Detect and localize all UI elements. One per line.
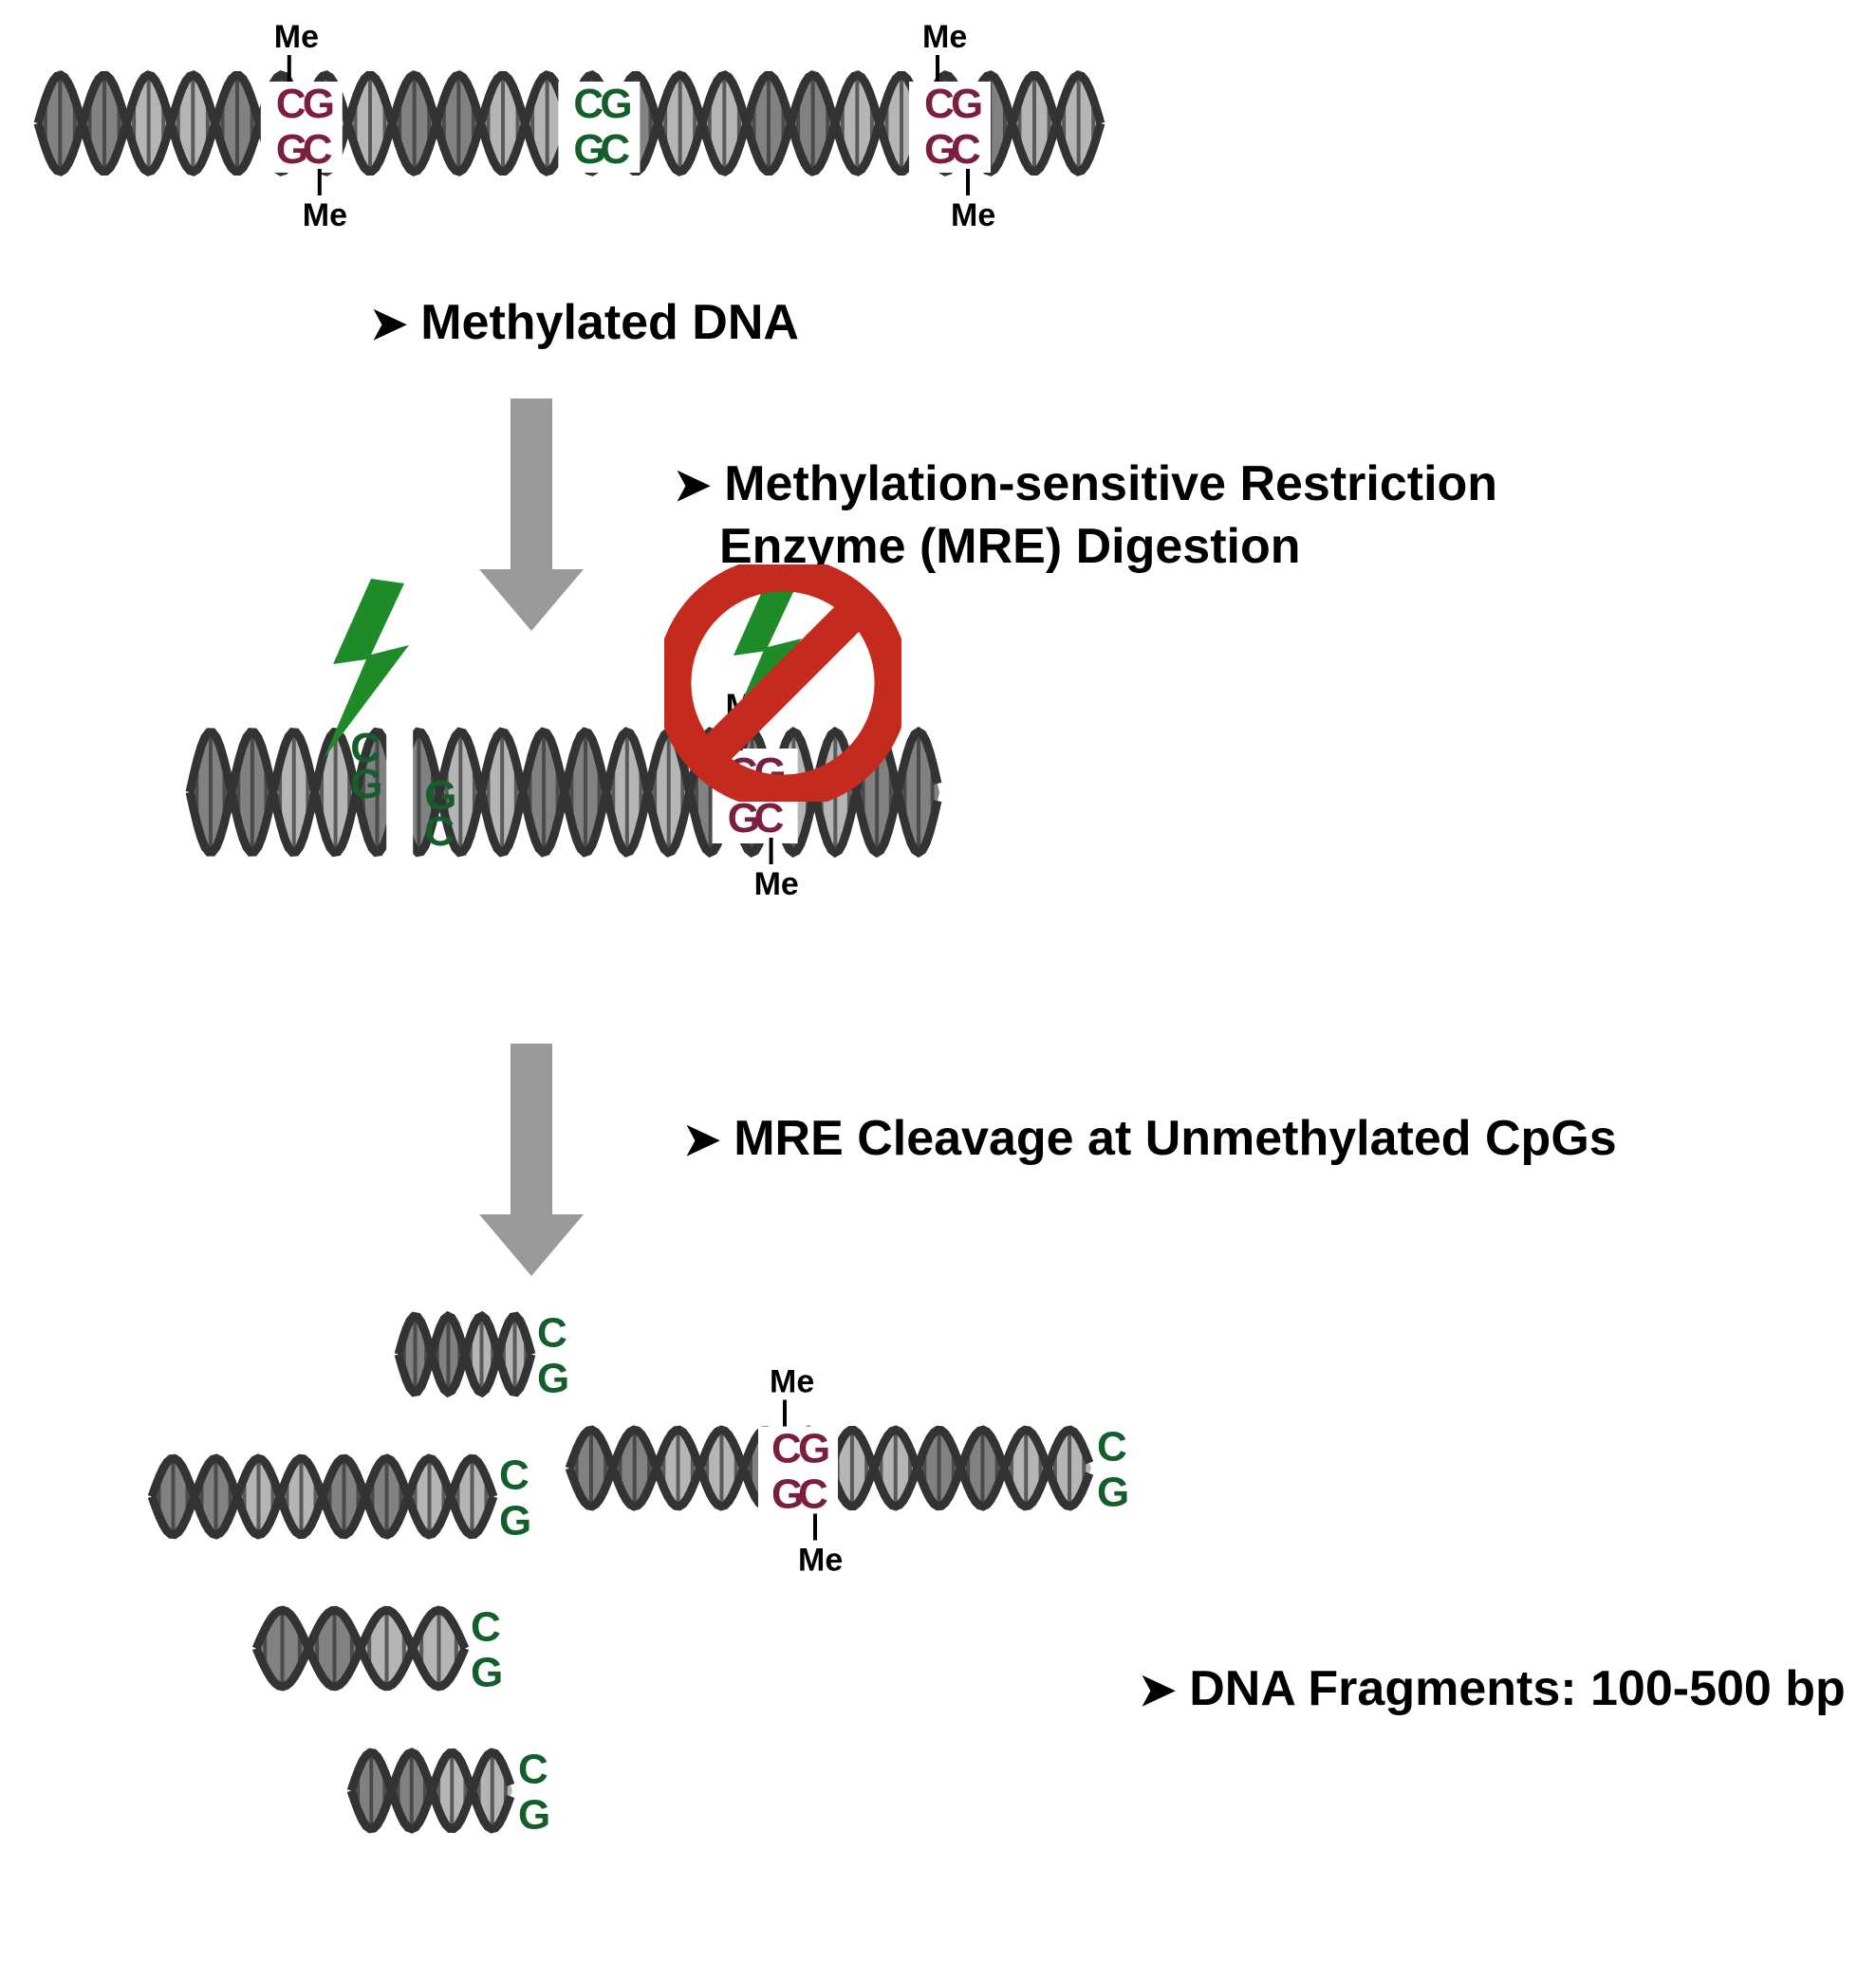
svg-text:Me: Me xyxy=(922,19,967,55)
step-label-mre_cleavage: MRE Cleavage at Unmethylated CpGs xyxy=(683,1110,1617,1167)
svg-text:Me: Me xyxy=(754,866,799,902)
svg-text:G: G xyxy=(303,81,335,127)
svg-text:C: C xyxy=(471,1604,501,1651)
dna-helix: CG xyxy=(351,1679,512,1902)
svg-text:C: C xyxy=(600,126,630,173)
dna-helix: CGGCMeMeCGGCCGGCMeMe xyxy=(38,0,1101,247)
cleavage-bolt xyxy=(314,579,428,759)
svg-text:Me: Me xyxy=(951,197,995,233)
step-label-fragments: DNA Fragments: 100-500 bp xyxy=(1139,1660,1846,1717)
svg-text:C: C xyxy=(951,126,981,173)
svg-text:C: C xyxy=(754,795,785,842)
svg-text:C: C xyxy=(499,1452,529,1499)
svg-text:C: C xyxy=(424,808,455,855)
svg-text:G: G xyxy=(350,761,382,807)
svg-text:G: G xyxy=(798,1426,830,1472)
svg-text:G: G xyxy=(518,1792,550,1839)
svg-text:G: G xyxy=(1097,1470,1129,1516)
svg-text:G: G xyxy=(499,1498,531,1545)
svg-text:C: C xyxy=(771,1426,802,1472)
svg-text:G: G xyxy=(951,81,983,127)
mre-diagram: CGGCMeMeCGGCCGGCMeMeMethylated DNAMethyl… xyxy=(0,0,1876,1961)
svg-text:G: G xyxy=(600,81,632,127)
svg-text:C: C xyxy=(798,1471,828,1518)
svg-text:C: C xyxy=(537,1310,567,1357)
svg-text:C: C xyxy=(1097,1424,1127,1471)
step-label-methylated_dna: Methylated DNA xyxy=(370,294,799,351)
arrow-down xyxy=(474,398,588,636)
svg-text:G: G xyxy=(537,1356,569,1402)
blocked-icon xyxy=(664,564,901,802)
svg-text:C: C xyxy=(518,1747,548,1793)
step-label-mre_digestion: Methylation-sensitive Restriction xyxy=(674,455,1497,512)
svg-text:Me: Me xyxy=(274,19,319,55)
svg-text:Me: Me xyxy=(303,197,347,233)
svg-text:C: C xyxy=(303,126,333,173)
svg-text:Me: Me xyxy=(798,1543,843,1579)
svg-text:Me: Me xyxy=(770,1364,814,1400)
dna-helix: CGGCMeMeCG xyxy=(569,1357,1091,1580)
svg-text:C: C xyxy=(924,81,955,127)
